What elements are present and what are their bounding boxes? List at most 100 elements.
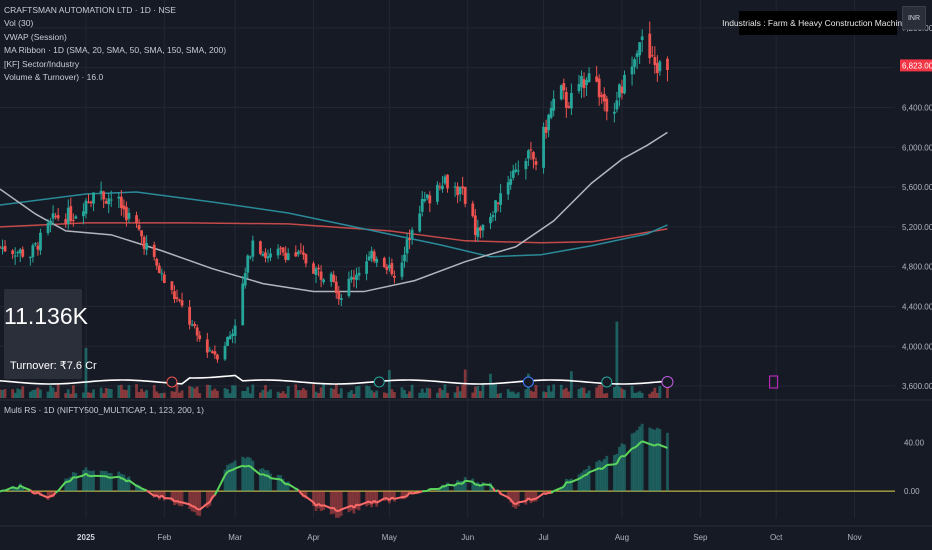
rs-line (482, 483, 491, 486)
volume-bar (418, 392, 422, 398)
candle (137, 225, 141, 230)
rs-bar (638, 426, 642, 492)
candle (223, 345, 227, 360)
volume-bar (595, 387, 599, 398)
rs-bar (155, 491, 159, 497)
volume-bar (304, 390, 308, 398)
candle (104, 201, 108, 204)
candle (301, 252, 305, 255)
candle (99, 190, 103, 194)
volume-bar (109, 389, 113, 398)
currency-button[interactable]: INR (902, 6, 926, 30)
rs-tick-label: 0.00 (904, 487, 920, 496)
rs-bar (334, 491, 338, 518)
candle (0, 246, 2, 248)
candle (476, 227, 480, 237)
volume-bar (317, 393, 320, 398)
legend-vol[interactable]: Vol (30) (4, 18, 34, 29)
candle (489, 217, 492, 224)
volume-bar (117, 385, 121, 398)
rs-bar (602, 458, 606, 492)
volume-bar (140, 388, 143, 398)
candle (248, 256, 252, 258)
rs-line (279, 478, 284, 483)
rs-line (82, 472, 87, 477)
rs-bar (390, 491, 394, 500)
volume-bar (382, 392, 386, 398)
volume-bar (655, 392, 659, 398)
rs-line (138, 485, 143, 490)
rs-line (224, 471, 229, 476)
candle (567, 106, 571, 109)
price-axis[interactable]: 7,200.006,800.006,400.006,000.005,600.00… (900, 24, 932, 496)
rs-bar (281, 478, 285, 492)
candle (471, 203, 475, 217)
rs-bar (655, 427, 659, 492)
candle (276, 248, 280, 256)
rs-line (111, 475, 119, 479)
candle (140, 230, 143, 237)
candle (441, 185, 444, 190)
rs-bar (135, 484, 138, 492)
volume-bar (322, 384, 326, 398)
rs-line (317, 503, 322, 507)
price-tick-label: 5,600.00 (902, 183, 932, 192)
volume-bar (251, 384, 255, 398)
earnings-marker-icon (769, 375, 779, 389)
rs-bar (481, 482, 485, 492)
rs-bar (478, 484, 482, 492)
time-tick-label: Apr (307, 533, 320, 542)
candle (514, 169, 518, 172)
time-axis[interactable]: 2025 Feb Mar Apr May Jun Jul Aug Sep Oct Nov (77, 533, 862, 542)
rs-line (507, 496, 512, 501)
volume-bar (602, 393, 606, 398)
candle (64, 219, 68, 224)
volume-bar (471, 392, 475, 398)
rs-line (14, 486, 18, 490)
rs-bar (160, 491, 164, 498)
rs-line (465, 479, 473, 483)
symbol-title[interactable]: CRAFTSMAN AUTOMATION LTD · 1D · NSE (4, 5, 176, 15)
rs-line (332, 507, 338, 512)
rs-line (419, 490, 423, 494)
candle (195, 327, 199, 336)
volume-bar (640, 392, 644, 398)
volume-bar (241, 390, 245, 398)
volume-bar (160, 392, 164, 398)
volume-bar (635, 392, 639, 398)
volume-bar (403, 390, 406, 398)
volume-bar (99, 387, 103, 398)
volume-bar (259, 392, 262, 398)
volume-bar (478, 391, 482, 398)
legend-sector[interactable]: [KF] Sector/Industry (4, 58, 80, 69)
candle (524, 160, 528, 170)
rs-line (500, 492, 509, 499)
volume-bar (21, 386, 25, 398)
legend-ma-ribbon[interactable]: MA Ribbon · 1D (SMA, 20, SMA, 50, SMA, 1… (4, 45, 227, 56)
rs-bar (69, 476, 73, 492)
candle (382, 258, 386, 268)
volume-bar (216, 390, 219, 398)
rs-bar (339, 491, 343, 516)
rs-line (252, 467, 262, 476)
rs-bar (393, 491, 396, 502)
rs-line (315, 503, 320, 507)
volume-bar (461, 384, 465, 398)
rs-line (85, 472, 90, 477)
rs-line (601, 466, 605, 470)
legend-volume-turnover[interactable]: Volume & Turnover) · 16.0 (4, 72, 104, 83)
event-markers (166, 375, 779, 389)
candle (347, 278, 351, 296)
candle (418, 213, 422, 232)
legend-vwap[interactable]: VWAP (Session) (4, 31, 67, 42)
volume-bar (107, 388, 111, 398)
rs-bar (251, 460, 255, 492)
rs-legend[interactable]: Multi RS · 1D (NIFTY500_MULTICAP, 1, 123… (4, 405, 204, 415)
rs-bar (317, 491, 320, 509)
volume-bar (350, 390, 353, 398)
rs-line (437, 487, 441, 491)
candle (279, 247, 283, 249)
volume-bar (473, 386, 477, 398)
volume-bar (87, 392, 90, 398)
rs-line (69, 476, 75, 482)
